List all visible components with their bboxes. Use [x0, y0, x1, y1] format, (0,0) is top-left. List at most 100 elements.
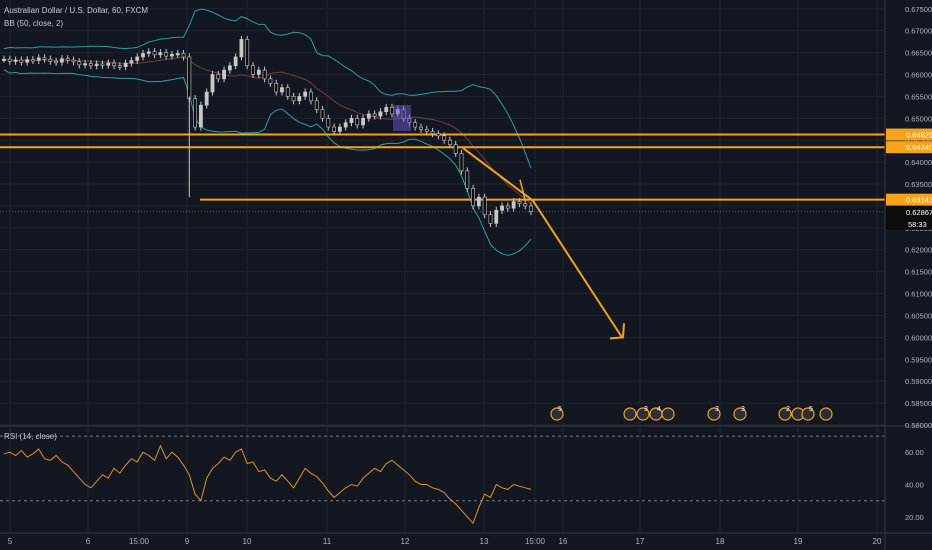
price-tick-label: 0.59500	[905, 355, 932, 364]
event-marker[interactable]	[778, 407, 792, 421]
candle-body	[233, 56, 238, 67]
event-marker[interactable]	[733, 407, 747, 421]
time-tick-label: 15:00	[525, 537, 546, 546]
symbol-title[interactable]: Australian Dollar / U.S. Dollar, 60, FXC…	[4, 6, 149, 15]
candle-body	[285, 87, 290, 97]
event-markers[interactable]: 5 3 4 3 3 2 5	[550, 406, 833, 421]
price-tick-label: 0.65000	[905, 114, 932, 123]
event-marker[interactable]	[801, 407, 815, 421]
candle-body	[106, 62, 111, 66]
candle-body	[94, 63, 99, 67]
time-tick-label: 6	[86, 537, 91, 546]
event-marker[interactable]	[623, 407, 637, 421]
candle-body	[297, 96, 302, 102]
time-tick-label: 17	[636, 537, 645, 546]
price-line-label: 0.64340	[906, 143, 932, 152]
candle-body	[343, 122, 348, 128]
candle-body	[361, 117, 365, 126]
rsi-line	[3, 444, 532, 525]
candle-body	[326, 117, 331, 128]
price-line-label: 0.63143	[906, 196, 932, 205]
candle-body	[204, 91, 209, 106]
candle-body	[245, 39, 250, 67]
candle-body	[7, 58, 12, 62]
candle-body	[505, 205, 510, 209]
rsi-pane	[0, 425, 932, 525]
candle-body	[135, 56, 140, 61]
candle-body	[193, 98, 198, 128]
event-marker[interactable]	[636, 407, 650, 421]
candle-body	[355, 117, 360, 126]
candle-body	[210, 74, 215, 93]
candle-body	[13, 59, 18, 62]
candle-body	[239, 39, 244, 58]
candle-body	[54, 61, 59, 64]
rsi-tick-label: 60.00	[905, 448, 924, 457]
candle-body	[384, 107, 389, 113]
candle-body	[123, 62, 128, 67]
candle-body	[511, 201, 516, 209]
rsi-tick-label: 40.00	[905, 481, 924, 490]
candle-body	[378, 111, 383, 117]
candle-body	[262, 69, 267, 80]
price-tick-label: 0.65500	[905, 92, 932, 101]
candle-body	[256, 69, 261, 75]
price-tick-label: 0.64000	[905, 158, 932, 167]
highlight-box	[393, 105, 411, 131]
candle-body	[309, 91, 313, 102]
event-marker[interactable]	[819, 407, 833, 421]
event-marker-count: 3	[715, 406, 719, 413]
drawings	[393, 105, 625, 340]
bb-legend[interactable]: BB (50, close, 2)	[4, 19, 64, 28]
time-tick-label: 19	[794, 537, 803, 546]
price-line-label-bg	[886, 141, 932, 154]
event-marker[interactable]	[550, 407, 564, 421]
time-tick-label: 16	[559, 537, 568, 546]
projection-arrowhead	[609, 323, 625, 340]
candle-body	[471, 188, 475, 207]
countdown-label: 58:33	[908, 220, 927, 229]
price-line-label-bg	[886, 128, 932, 141]
price-line-label: 0.64629	[906, 131, 932, 140]
candle-body	[314, 100, 319, 110]
candle-body	[48, 58, 53, 62]
rsi-legend[interactable]: RSI (14, close)	[4, 432, 57, 441]
event-marker[interactable]	[661, 407, 675, 421]
event-marker-count: 5	[809, 406, 813, 413]
event-marker-count: 3	[741, 406, 745, 413]
candle-body	[372, 113, 377, 117]
candle-body	[42, 57, 47, 60]
time-tick-label: 13	[480, 537, 489, 546]
time-tick-label: 11	[323, 537, 332, 546]
candle-body	[152, 51, 157, 56]
candle-body	[320, 109, 325, 119]
candle-body	[337, 126, 342, 132]
projection-line-2	[532, 200, 623, 338]
candle-body	[268, 78, 273, 84]
candle-body	[453, 144, 458, 154]
candle-body	[71, 59, 76, 63]
event-marker-count: 4	[657, 406, 661, 413]
price-tick-label: 0.64500	[905, 136, 932, 145]
price-tick-label: 0.66500	[905, 49, 932, 58]
price-tick-label: 0.58000	[905, 421, 932, 430]
candle-body	[500, 205, 504, 211]
candle-body	[430, 131, 435, 134]
candle-body	[251, 65, 255, 75]
candle-body	[112, 62, 116, 67]
event-marker-count: 2	[786, 406, 790, 413]
candle-body	[199, 104, 203, 128]
candle-body	[459, 153, 464, 172]
candle-body	[117, 65, 122, 68]
candle-body	[19, 59, 24, 63]
event-marker[interactable]	[707, 407, 721, 421]
candle-body	[129, 60, 134, 64]
last-price-label: 0.62867	[906, 208, 932, 217]
time-tick-label: 5	[8, 537, 13, 546]
price-tick-label: 0.61000	[905, 290, 932, 299]
candle-body	[349, 117, 354, 123]
candle-body	[25, 59, 30, 63]
